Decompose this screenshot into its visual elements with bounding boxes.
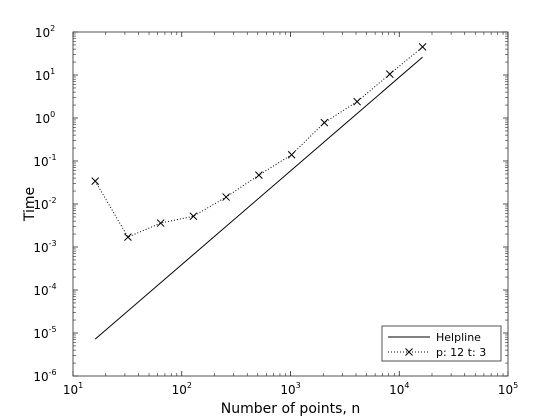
x-tick-label: 102: [172, 381, 192, 397]
series-line-0: [94, 56, 423, 340]
y-axis-label: Time: [22, 187, 38, 222]
y-tick-label: 10-4: [33, 282, 56, 298]
data-point-x-marker: [320, 118, 329, 127]
legend-label-helpline: Helpline: [436, 331, 481, 344]
data-point-x-marker: [189, 212, 198, 221]
data-point-x-marker: [124, 233, 132, 241]
x-tick-label: 105: [498, 381, 518, 397]
x-tick-label: 104: [389, 381, 409, 397]
data-point-x-marker: [156, 219, 165, 227]
y-tick-label: 10-1: [33, 153, 56, 169]
y-axis-ticks: 10-6 10-5 10-4 10-3 10-2 10-1 100 101 102: [33, 24, 508, 384]
y-tick-label: 10-6: [33, 368, 56, 384]
legend-x-marker: [405, 348, 413, 356]
y-tick-label: 10-5: [33, 325, 56, 341]
legend-box: [381, 325, 502, 362]
data-point-x-marker: [353, 97, 361, 106]
y-tick-label: 100: [35, 110, 55, 126]
data-point-x-marker: [255, 171, 263, 179]
y-tick-label: 10-2: [33, 196, 56, 212]
data-point-x-marker: [418, 43, 427, 51]
x-tick-label: 103: [280, 381, 300, 397]
y-tick-label: 102: [35, 24, 55, 40]
legend-label-series: p: 12 t: 3: [436, 346, 486, 359]
y-tick-label: 101: [35, 67, 55, 83]
series-line-1: [94, 46, 423, 238]
plot-area: [73, 32, 508, 376]
x-axis-label: Number of points, n: [221, 401, 360, 417]
x-axis-ticks: 101 102 103 104 105: [63, 32, 518, 397]
x-tick-label: 101: [63, 381, 83, 397]
data-point-x-marker: [222, 193, 230, 201]
data-point-x-marker: [385, 70, 394, 78]
chart-marks: [91, 43, 427, 340]
data-point-x-marker: [287, 150, 296, 159]
data-point-x-marker: [91, 177, 100, 185]
legend: Helpline p: 12 t: 3: [381, 325, 502, 362]
y-tick-label: 10-3: [33, 239, 56, 255]
